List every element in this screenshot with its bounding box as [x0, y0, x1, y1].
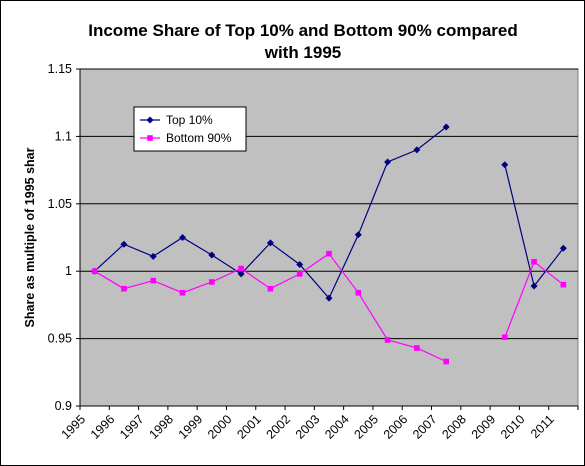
- x-tick-label: 2005: [351, 412, 381, 442]
- x-tick-label: 1997: [117, 412, 147, 442]
- x-tick-label: 2004: [322, 412, 352, 442]
- data-series: [91, 123, 567, 365]
- x-tick-label: 2011: [528, 412, 557, 441]
- x-tick-label: 2001: [234, 412, 264, 442]
- data-point: [179, 289, 186, 296]
- x-tick-label: 2009: [469, 412, 499, 442]
- y-tick-label: 0.95: [48, 332, 72, 346]
- data-point: [209, 279, 215, 285]
- x-tick-label: 2000: [205, 412, 235, 442]
- data-point: [266, 239, 274, 247]
- chart-title-line: Income Share of Top 10% and Bottom 90% c…: [88, 21, 518, 40]
- data-point: [559, 244, 567, 252]
- data-point: [443, 358, 449, 365]
- data-point: [501, 334, 508, 341]
- data-point: [384, 337, 391, 343]
- data-point: [325, 294, 333, 302]
- chart-title-line: with 1995: [264, 43, 342, 62]
- y-tick-label: 1: [65, 264, 72, 278]
- data-point: [530, 282, 538, 290]
- data-point: [120, 240, 128, 248]
- x-tick-label: 2008: [439, 412, 469, 442]
- data-point: [150, 277, 157, 284]
- x-tick-label: 1996: [88, 412, 118, 442]
- y-tick-label: 1.15: [48, 62, 72, 76]
- x-tick-labels: 1995 1996 1997 1998 1999 2000 2001 2002 2003 2004…: [59, 412, 557, 442]
- x-tick-label: 2007: [410, 412, 440, 442]
- x-tick-label: 2010: [498, 412, 528, 442]
- data-point: [238, 265, 244, 272]
- y-tick-label: 0.9: [55, 399, 72, 413]
- legend-marker: [146, 116, 154, 124]
- legend-label: Top 10%: [166, 113, 213, 127]
- data-point: [237, 270, 245, 278]
- y-tick-label: 1.05: [48, 197, 72, 211]
- data-point: [91, 268, 98, 274]
- chart-title: Income Share of Top 10% and Bottom 90% c…: [88, 21, 518, 62]
- legend-box: [133, 106, 247, 152]
- data-point: [384, 158, 392, 166]
- x-tick-label: 1999: [176, 412, 206, 442]
- x-tick-label: 1995: [59, 412, 89, 442]
- data-point: [267, 285, 274, 292]
- x-tick-label: 1998: [146, 412, 176, 442]
- data-point: [413, 146, 421, 154]
- series-bottom-90: [91, 250, 567, 365]
- data-point: [149, 252, 157, 260]
- legend-marker: [147, 135, 153, 141]
- data-point: [208, 251, 216, 259]
- x-tick-label: 2003: [293, 412, 323, 442]
- data-point: [355, 289, 362, 296]
- data-point: [501, 161, 509, 169]
- y-axis-label: Share as multiple of 1995 shar: [23, 147, 37, 327]
- series-top-10: [91, 123, 567, 302]
- legend-label: Bottom 90%: [166, 131, 232, 145]
- data-point: [531, 258, 537, 265]
- data-point: [179, 234, 187, 241]
- y-tick-label: 1.1: [55, 129, 72, 143]
- legend: Top 10% Bottom 90%: [133, 106, 247, 152]
- data-point: [414, 345, 420, 351]
- data-point: [326, 250, 332, 257]
- data-point: [560, 281, 567, 288]
- data-point: [296, 271, 303, 277]
- axes: [76, 68, 579, 410]
- data-point: [296, 260, 304, 268]
- x-tick-label: 2006: [381, 412, 411, 442]
- data-point: [354, 231, 362, 239]
- data-point: [121, 285, 127, 292]
- x-tick-label: 2002: [264, 412, 294, 442]
- data-point: [442, 123, 450, 131]
- y-tick-labels: 0.9 0.95 1 1.05 1.1 1.15: [48, 62, 72, 413]
